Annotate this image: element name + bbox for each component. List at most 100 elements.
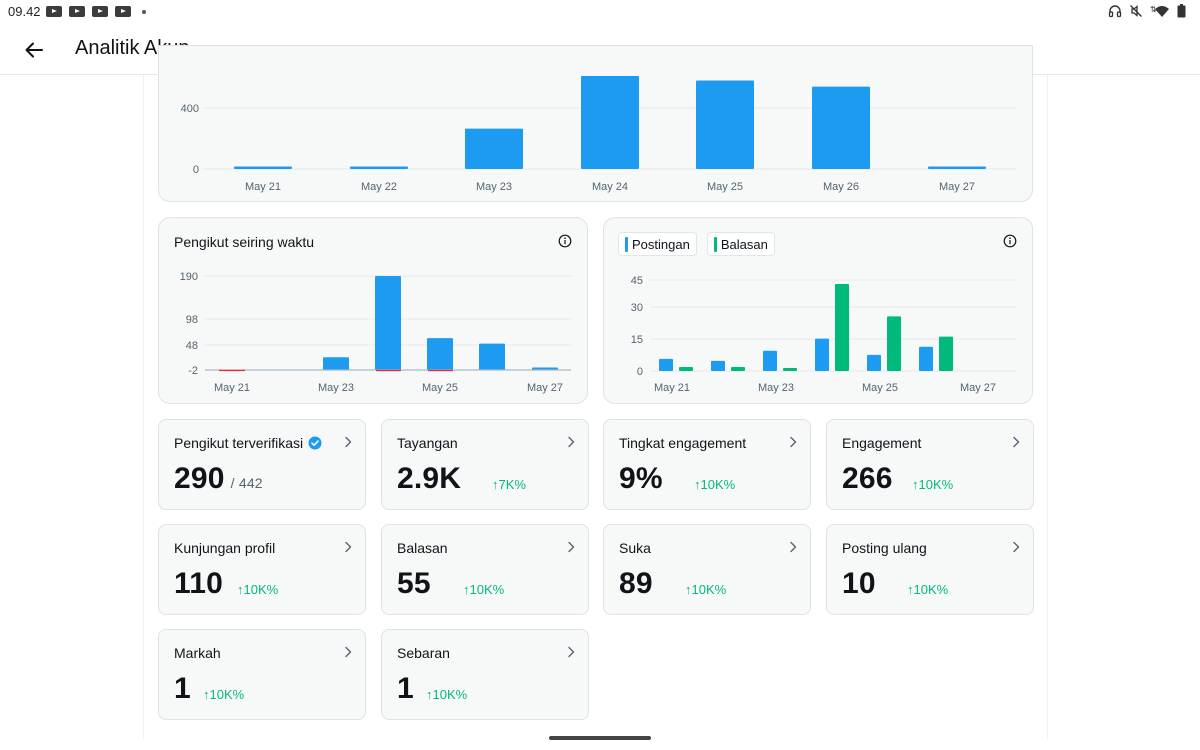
metric-label: Tayangan <box>397 435 458 451</box>
x-tick-label: May 23 <box>318 382 354 394</box>
youtube-notification-icon <box>115 6 131 17</box>
metric-label-text: Kunjungan profil <box>174 540 276 556</box>
metric-delta: ↑10K% <box>912 477 954 492</box>
chevron-right-icon <box>1013 541 1020 553</box>
mute-icon <box>1130 5 1142 17</box>
chevron-right-icon <box>568 541 575 553</box>
x-tick-label: May 25 <box>862 382 898 394</box>
metric-label-text: Balasan <box>397 540 448 556</box>
metric-card-pengikut-terverifikasi[interactable]: Pengikut terverifikasi 290 / 442 <box>158 419 366 510</box>
chevron-right-icon <box>345 646 352 658</box>
info-icon[interactable] <box>1003 234 1017 248</box>
metric-value: 110 <box>174 567 223 601</box>
metric-label: Posting ulang <box>842 540 927 556</box>
metric-value-text: 9% <box>619 462 663 495</box>
home-indicator[interactable] <box>549 736 651 740</box>
x-tick-label: May 25 <box>707 181 743 193</box>
verified-badge-icon <box>308 436 322 450</box>
bar-may-26 <box>479 343 505 370</box>
content-column: 400 0 May 21 May 22 May 23 May 24 May 25… <box>143 45 1048 740</box>
metric-card-tingkat-engagement[interactable]: Tingkat engagement 9% ↑10K% <box>603 419 811 510</box>
y-tick-label: -2 <box>188 365 198 377</box>
back-button[interactable] <box>20 36 48 64</box>
metric-label: Sebaran <box>397 645 450 661</box>
top-bar-chart-card: 400 0 May 21 May 22 May 23 May 24 May 25… <box>158 45 1033 202</box>
x-tick-label: May 21 <box>214 382 250 394</box>
youtube-notification-icon <box>46 6 62 17</box>
metric-value: 55 <box>397 567 431 601</box>
bar-may-24 <box>375 276 401 370</box>
metric-value-text: 2.9K <box>397 462 462 495</box>
bar-balasan-may-26 <box>939 336 953 371</box>
bar-may-25 <box>696 80 754 169</box>
metric-label-text: Sebaran <box>397 645 450 661</box>
metric-card-tayangan[interactable]: Tayangan 2.9K ↑7K% <box>381 419 589 510</box>
bar-postingan-may-22 <box>711 360 725 371</box>
metric-value: 2.9K <box>397 462 461 496</box>
bar-balasan-may-25 <box>887 316 901 371</box>
chevron-right-icon <box>1013 436 1020 448</box>
metric-delta: ↑10K% <box>463 582 505 597</box>
metric-card-suka[interactable]: Suka 89 ↑10K% <box>603 524 811 615</box>
followers-bar-chart: 190 98 48 -2 May 21 May 23 May 25 May 27 <box>180 271 571 394</box>
y-tick-label: 0 <box>637 366 643 378</box>
legend-label: Postingan <box>632 236 690 252</box>
metric-label: Engagement <box>842 435 921 451</box>
y-tick-label: 30 <box>631 302 643 314</box>
x-tick-label: May 25 <box>422 382 458 394</box>
metric-delta: ↑10K% <box>203 687 245 702</box>
metric-label-text: Pengikut terverifikasi <box>174 435 304 451</box>
metric-card-posting-ulang[interactable]: Posting ulang 10 ↑10K% <box>826 524 1034 615</box>
metric-label-text: Markah <box>174 645 221 661</box>
y-tick-label: 0 <box>193 164 199 176</box>
y-tick-label: 98 <box>186 314 198 326</box>
chevron-right-icon <box>790 541 797 553</box>
bar-may-24 <box>581 76 639 169</box>
metric-card-engagement[interactable]: Engagement 266 ↑10K% <box>826 419 1034 510</box>
headphones-icon <box>1108 5 1122 18</box>
x-tick-label: May 26 <box>823 181 859 193</box>
metric-value-text: 10 <box>842 567 876 600</box>
metric-label: Tingkat engagement <box>619 435 746 451</box>
bar-may-26 <box>812 86 870 169</box>
legend-label: Balasan <box>720 236 768 252</box>
metric-label-text: Engagement <box>842 435 922 451</box>
svg-text:⇅: ⇅ <box>1150 5 1157 14</box>
bar-balasan-may-23 <box>783 368 797 371</box>
metric-value-text: 1 <box>174 672 191 705</box>
metric-card-sebaran[interactable]: Sebaran 1 ↑10K% <box>381 629 589 720</box>
activity-bar-chart: 45 30 15 0 May 21 May 23 May 25 May 27 <box>631 275 1016 394</box>
metric-label: Kunjungan profil <box>174 540 275 556</box>
chevron-right-icon <box>345 436 352 448</box>
metric-value: 9% <box>619 462 663 496</box>
metric-label: Markah <box>174 645 221 661</box>
metric-value-text: 55 <box>397 567 431 600</box>
metric-value-text: 1 <box>397 672 414 705</box>
bar-may-22 <box>350 166 408 169</box>
info-icon[interactable] <box>558 234 572 248</box>
y-tick-label: 45 <box>631 275 643 287</box>
y-tick-label: 15 <box>631 334 643 346</box>
metric-card-kunjungan-profil[interactable]: Kunjungan profil 110 ↑10K% <box>158 524 366 615</box>
bar-postingan-may-25 <box>867 354 881 371</box>
chevron-right-icon <box>790 436 797 448</box>
bar-may-27 <box>532 367 558 370</box>
legend-balasan[interactable]: Balasan <box>706 232 775 256</box>
y-tick-label: 400 <box>181 103 199 115</box>
status-bar: 09.42 ⇅ <box>0 0 1200 24</box>
legend-postingan[interactable]: Postingan <box>618 232 697 256</box>
x-tick-label: May 23 <box>758 382 794 394</box>
x-tick-label: May 27 <box>527 382 563 394</box>
metric-label-text: Tayangan <box>397 435 458 451</box>
metric-delta: ↑10K% <box>907 582 949 597</box>
metric-value: 266 <box>842 462 893 496</box>
youtube-notification-icon <box>69 6 85 17</box>
bar-may-21 <box>234 166 292 169</box>
x-tick-label: May 27 <box>960 382 996 394</box>
y-tick-label: 190 <box>180 271 198 283</box>
metric-value-text: 266 <box>842 462 893 495</box>
status-time: 09.42 <box>8 4 41 19</box>
metric-card-balasan[interactable]: Balasan 55 ↑10K% <box>381 524 589 615</box>
metric-card-markah[interactable]: Markah 1 ↑10K% <box>158 629 366 720</box>
legend-swatch <box>625 236 628 252</box>
